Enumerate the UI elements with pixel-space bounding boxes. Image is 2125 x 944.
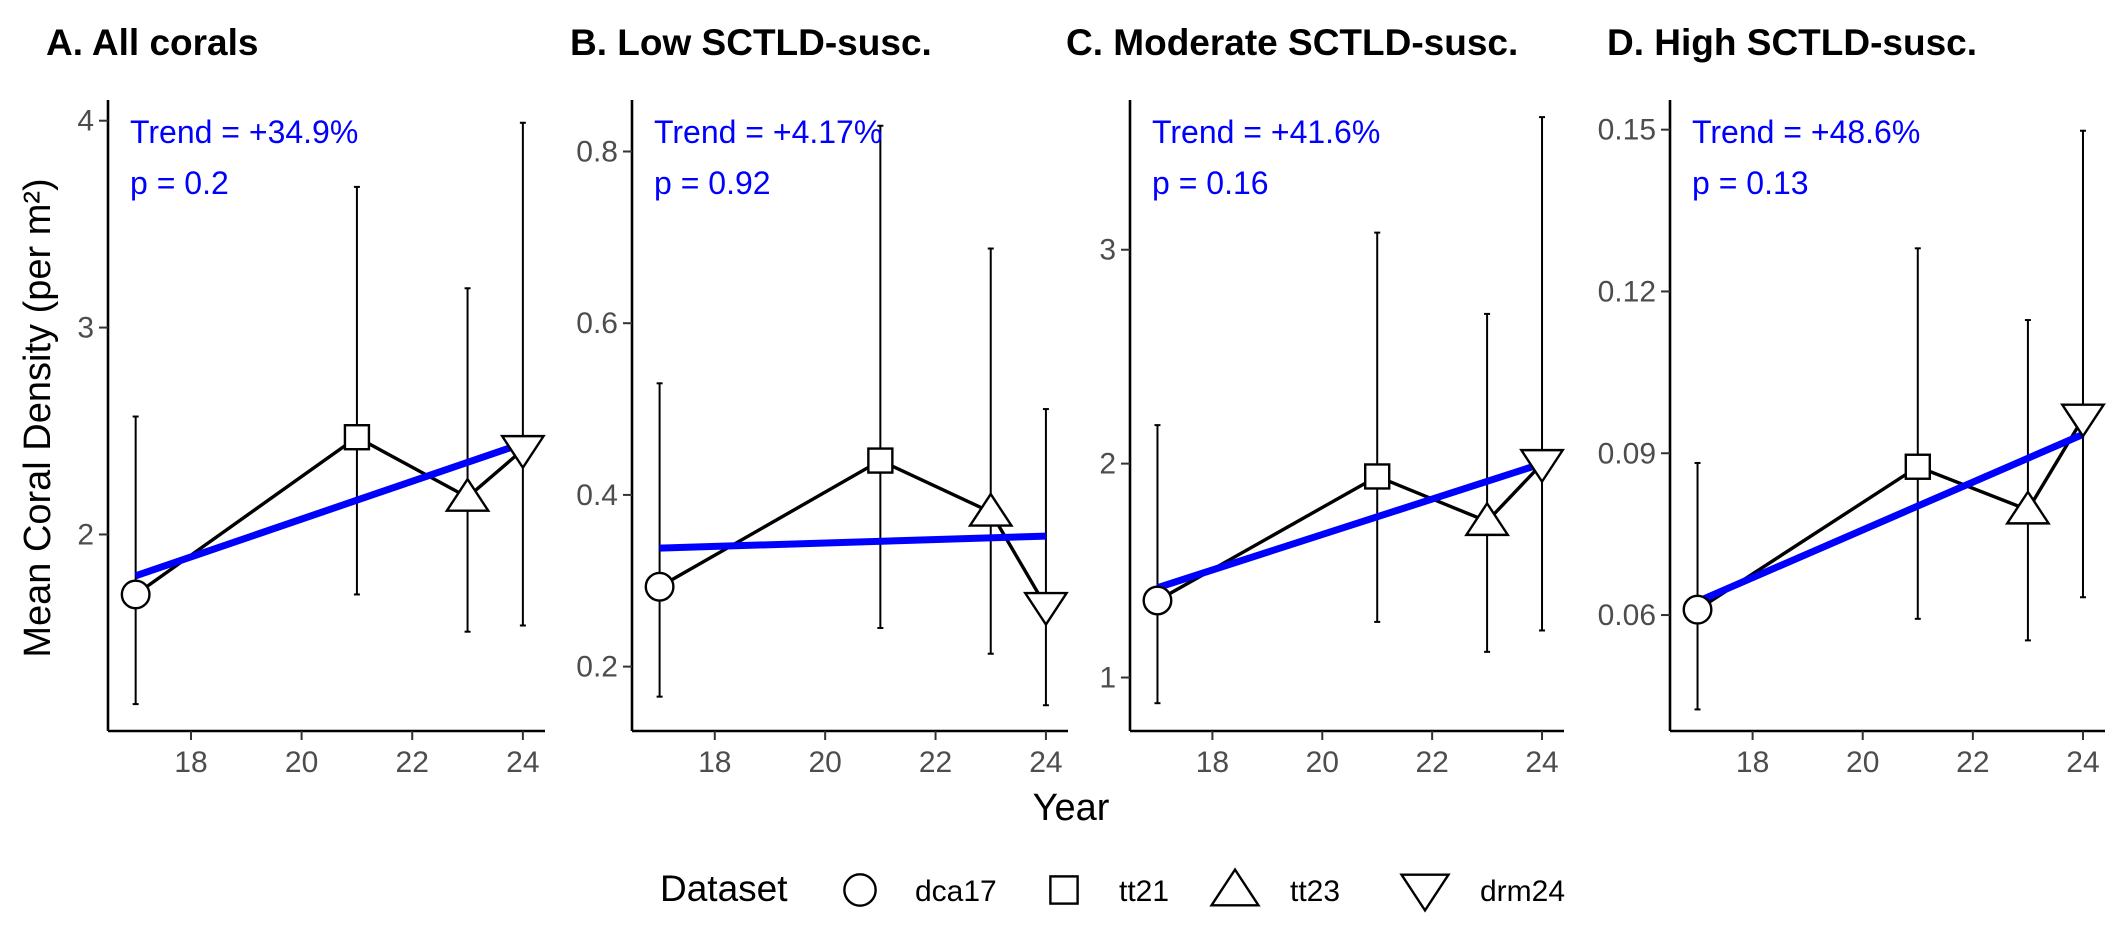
- x-tick-label: 22: [396, 746, 429, 779]
- data-point-tt21: [1364, 463, 1391, 490]
- trend-annotation: Trend = +34.9%: [130, 114, 358, 150]
- legend-title: Dataset: [660, 868, 788, 909]
- legend-key-dca17: [843, 873, 877, 907]
- y-tick-label: 2: [77, 518, 94, 551]
- y-tick-label: 0.4: [576, 479, 618, 512]
- x-tick-label: 20: [285, 746, 318, 779]
- legend-key-tt23: [1209, 867, 1261, 907]
- data-point-tt21: [867, 447, 894, 474]
- y-tick-label: 2: [1099, 448, 1116, 481]
- data-point-dca17: [1682, 594, 1713, 625]
- p-value-annotation: p = 0.13: [1692, 165, 1809, 201]
- data-point-dca17: [1142, 585, 1173, 616]
- panel-title: B. Low SCTLD-susc.: [570, 22, 932, 63]
- y-tick-label: 1: [1099, 662, 1116, 695]
- data-point-tt23: [444, 477, 491, 512]
- panel-title: D. High SCTLD-susc.: [1607, 22, 1977, 63]
- y-tick-label: 3: [77, 312, 94, 345]
- x-tick-label: 22: [1956, 746, 1989, 779]
- legend-label: tt21: [1119, 875, 1169, 908]
- legend: Dataset dca17 tt21 tt23 drm24: [660, 867, 1565, 913]
- panel-title: C. Moderate SCTLD-susc.: [1066, 22, 1518, 63]
- x-tick-label: 18: [1736, 746, 1769, 779]
- legend-label: dca17: [915, 875, 997, 908]
- y-tick-label: 0.06: [1598, 599, 1656, 632]
- x-tick-label: 20: [1846, 746, 1879, 779]
- y-tick-label: 0.2: [576, 651, 618, 684]
- x-tick-label: 24: [1029, 746, 1062, 779]
- data-point-drm24: [2060, 403, 2106, 439]
- legend-label: drm24: [1480, 875, 1565, 908]
- series-line: [658, 458, 1048, 608]
- y-tick-label: 0.12: [1598, 275, 1656, 308]
- data-point-tt23: [2004, 489, 2051, 525]
- panel-2: B. Low SCTLD-susc. 18 20 22 24 0.2 0.4 0.6 0.8 Tr…: [570, 22, 1069, 779]
- x-tick-label: 20: [1306, 746, 1339, 779]
- trend-annotation: Trend = +48.6%: [1692, 114, 1920, 150]
- data-point-tt23: [967, 491, 1014, 527]
- panel-3: C. Moderate SCTLD-susc. 18 20 22 24 1 2 3 Trend …: [1066, 22, 1565, 779]
- y-tick-label: 0.09: [1598, 437, 1656, 470]
- data-point-dca17: [644, 571, 675, 602]
- x-tick-label: 24: [2066, 746, 2099, 779]
- data-point-tt21: [1904, 453, 1931, 480]
- data-point-dca17: [120, 579, 151, 610]
- chart-panels: A. All corals 18 20 22 24 2 3 4 Trend = +34.9% p …: [46, 22, 2106, 779]
- data-point-drm24: [1519, 448, 1565, 484]
- y-tick-label: 0.8: [576, 136, 618, 169]
- trend-line: [659, 532, 1047, 552]
- legend-key-drm24: [1399, 873, 1451, 913]
- x-tick-label: 18: [1196, 746, 1229, 779]
- y-tick-label: 0.6: [576, 307, 618, 340]
- panel-1: A. All corals 18 20 22 24 2 3 4 Trend = +34.9% p …: [46, 22, 546, 779]
- data-point-tt21: [343, 424, 371, 451]
- y-axis-title: Mean Coral Density (per m²): [17, 178, 59, 657]
- x-tick-label: 20: [808, 746, 841, 779]
- panel-4: D. High SCTLD-susc. 18 20 22 24 0.06 0.09 0.12 0…: [1598, 22, 2106, 779]
- series-line: [1696, 417, 2085, 612]
- y-tick-label: 4: [77, 105, 94, 138]
- data-point-drm24: [499, 434, 546, 470]
- x-tick-label: 24: [506, 746, 539, 779]
- legend-label: tt23: [1290, 875, 1340, 908]
- p-value-annotation: p = 0.2: [130, 165, 229, 201]
- data-point-drm24: [1022, 591, 1069, 627]
- p-value-annotation: p = 0.16: [1152, 165, 1269, 201]
- y-tick-label: 0.15: [1598, 114, 1656, 147]
- trend-annotation: Trend = +4.17%: [654, 114, 882, 150]
- x-tick-label: 22: [1415, 746, 1448, 779]
- trend-line: [134, 440, 525, 580]
- series-line: [134, 435, 524, 596]
- trend-annotation: Trend = +41.6%: [1152, 114, 1380, 150]
- trend-line: [1696, 431, 2085, 605]
- data-point-tt23: [1464, 501, 1511, 537]
- x-tick-label: 24: [1525, 746, 1558, 779]
- legend-key-tt21: [1049, 875, 1079, 905]
- x-tick-label: 22: [919, 746, 952, 779]
- trend-line: [1156, 460, 1544, 592]
- x-tick-label: 18: [698, 746, 731, 779]
- panel-title: A. All corals: [46, 22, 258, 63]
- x-tick-label: 18: [174, 746, 207, 779]
- p-value-annotation: p = 0.92: [654, 165, 771, 201]
- x-axis-title: Year: [1033, 787, 1110, 829]
- y-tick-label: 3: [1099, 234, 1116, 267]
